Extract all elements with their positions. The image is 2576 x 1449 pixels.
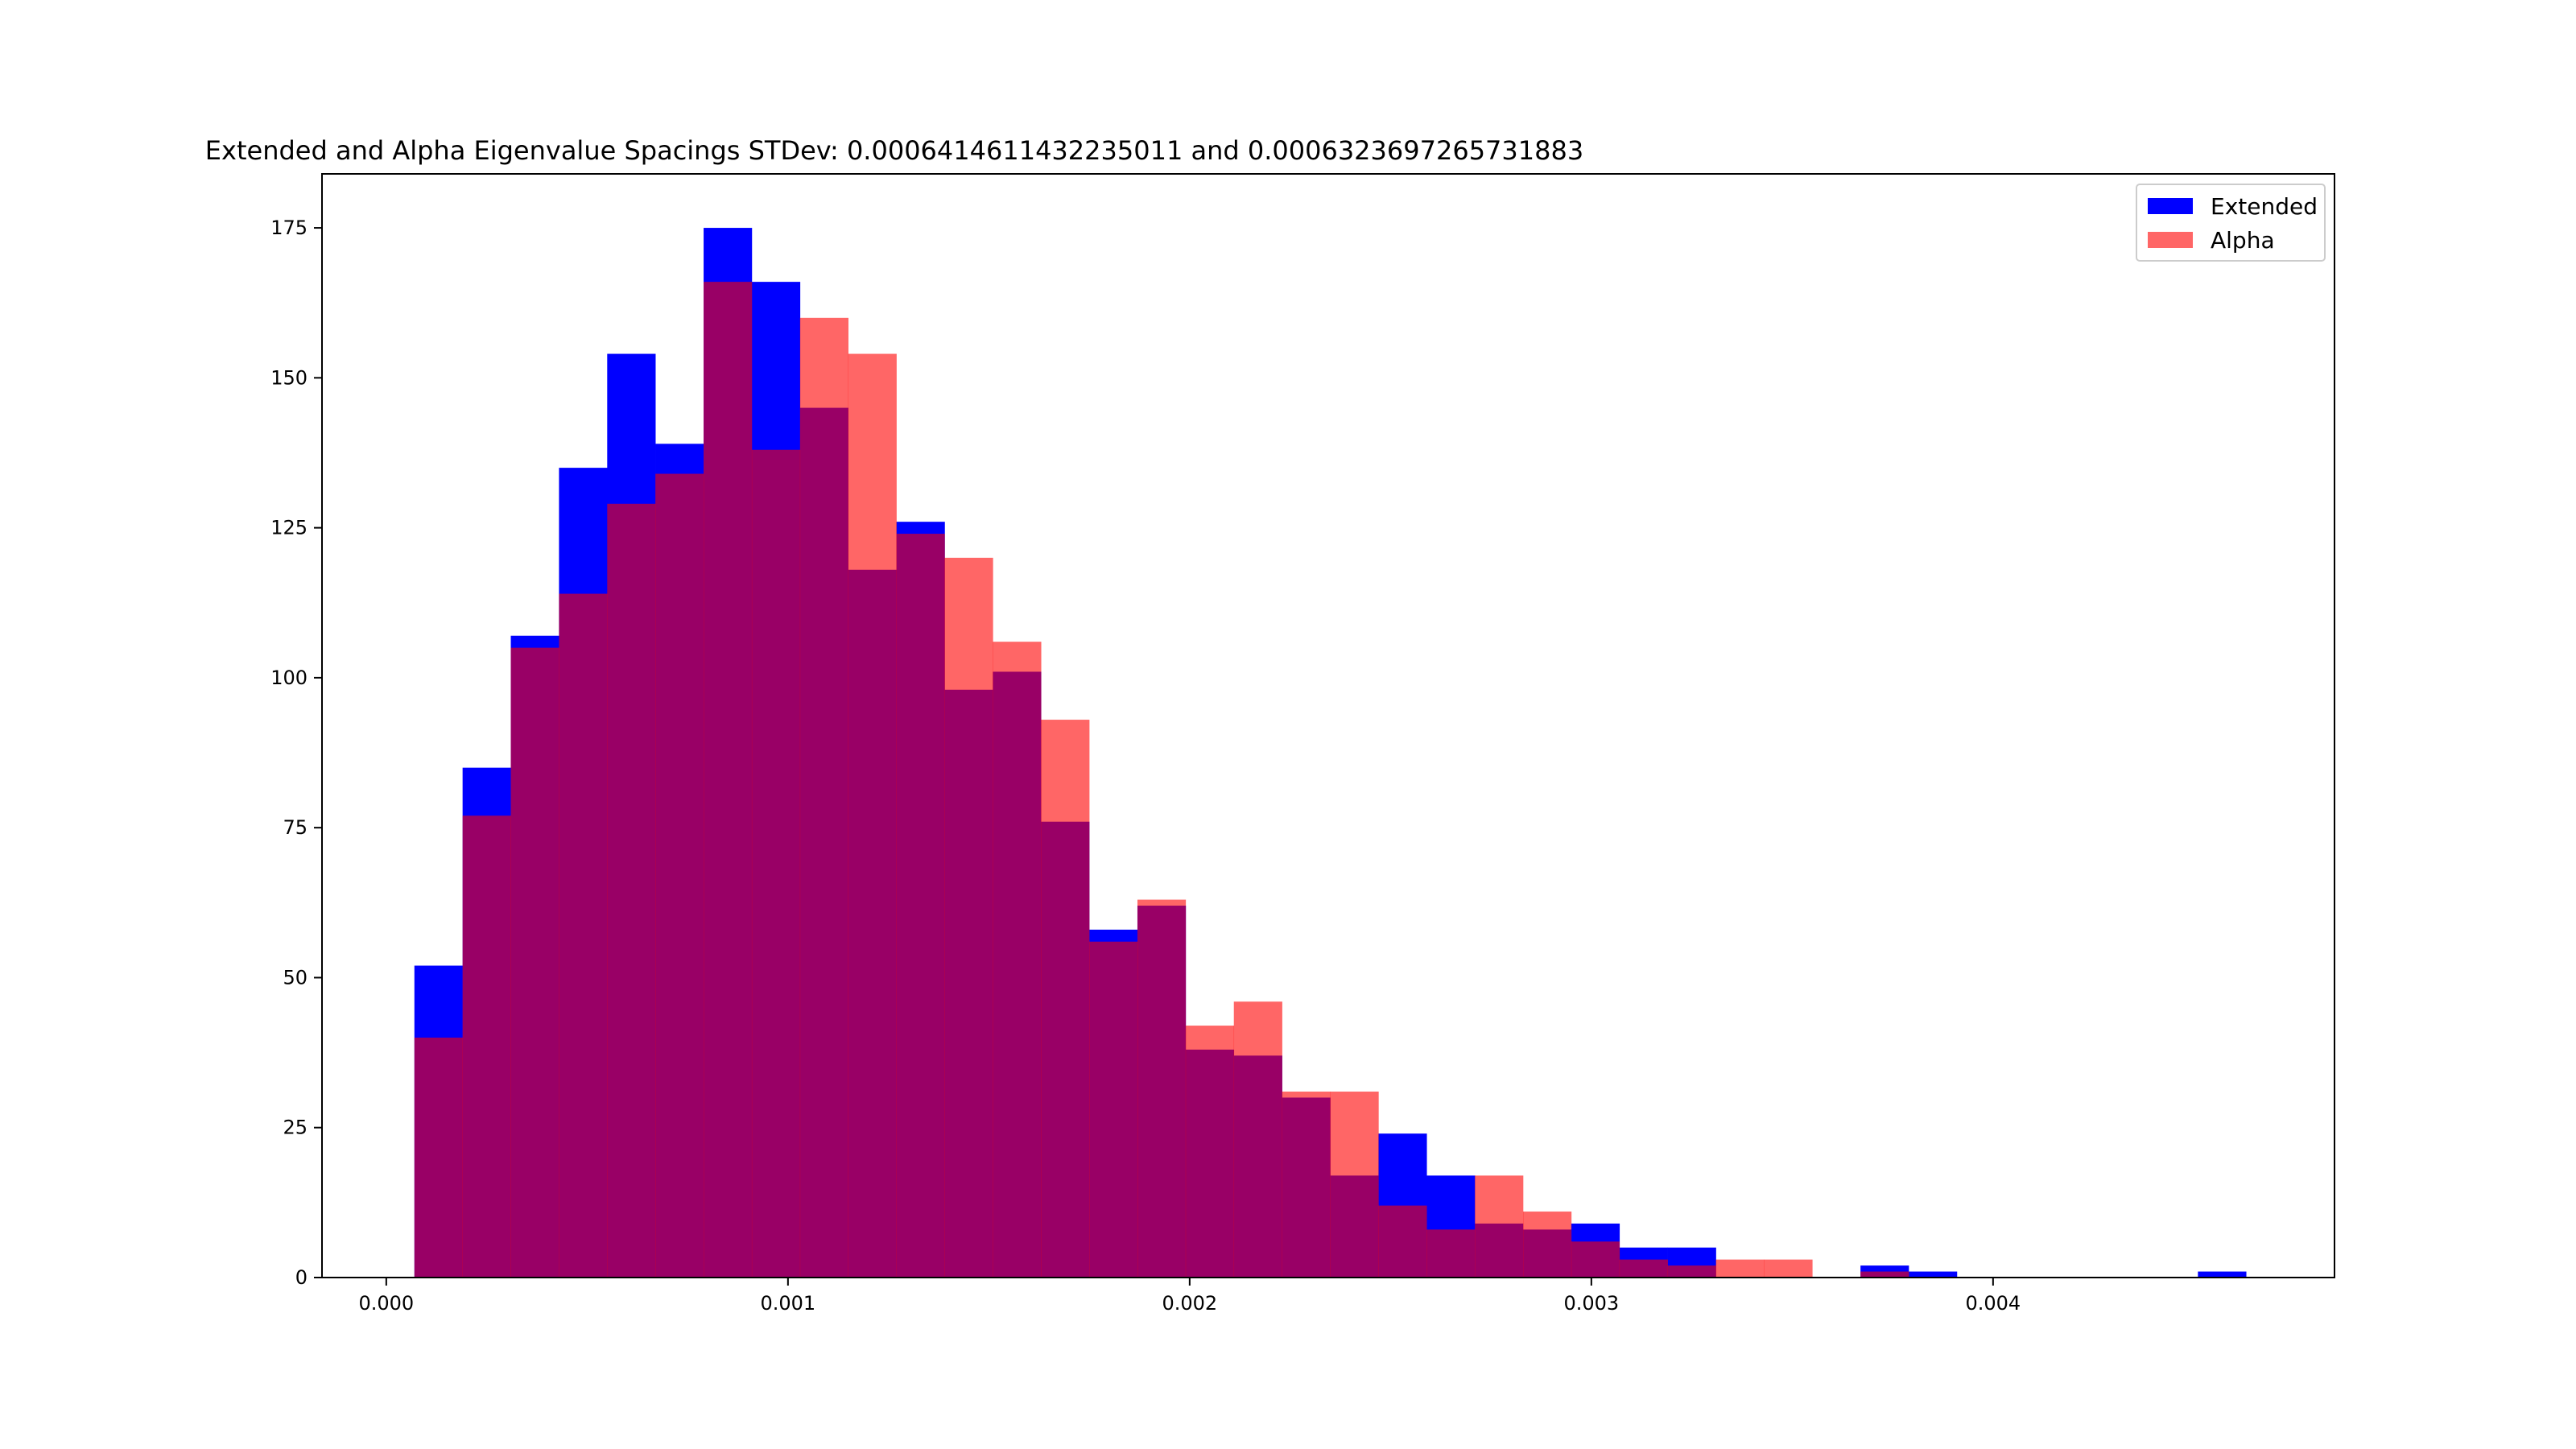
alpha-bar (1619, 1259, 1668, 1278)
alpha-bar (1764, 1259, 1813, 1278)
legend-label-extended: Extended (2211, 193, 2318, 220)
alpha-bar (1715, 1259, 1765, 1278)
alpha-bar (607, 503, 656, 1278)
alpha-bar (1185, 1026, 1235, 1278)
legend: Extended Alpha (2136, 184, 2326, 262)
alpha-bar (1667, 1265, 1716, 1278)
chart-title: Extended and Alpha Eigenvalue Spacings S… (205, 135, 1583, 166)
alpha-bar (1475, 1175, 1524, 1278)
x-tick-label: 0.003 (1563, 1292, 1619, 1315)
alpha-bar (944, 557, 993, 1278)
alpha-bar (848, 353, 897, 1278)
y-tick-label: 50 (283, 966, 308, 989)
y-axis: 0 25 50 75 100 125 150 175 (270, 217, 322, 1289)
alpha-bar (1282, 1092, 1331, 1278)
y-tick-label: 175 (270, 217, 308, 239)
alpha-bar (993, 642, 1042, 1278)
alpha-bar (1523, 1212, 1572, 1278)
legend-swatch-extended (2148, 198, 2193, 214)
alpha-bar (1860, 1271, 1909, 1278)
alpha-bar (462, 815, 511, 1278)
x-axis: 0.000 0.001 0.002 0.003 0.004 (358, 1278, 2021, 1315)
y-tick-label: 125 (270, 517, 308, 539)
alpha-bar (799, 317, 848, 1278)
alpha-bar (510, 647, 559, 1278)
legend-swatch-alpha (2148, 232, 2193, 248)
y-tick-label: 150 (270, 366, 308, 389)
alpha-bar (1089, 941, 1138, 1278)
alpha-bar (896, 534, 945, 1278)
alpha-bar (751, 449, 801, 1278)
alpha-bar (414, 1037, 463, 1278)
alpha-bar (559, 593, 608, 1278)
y-tick-label: 75 (283, 816, 308, 839)
extended-bar (1909, 1271, 1958, 1278)
alpha-bar (1330, 1092, 1379, 1278)
alpha-bar (1137, 899, 1187, 1278)
y-tick-label: 100 (270, 667, 308, 689)
x-tick-label: 0.001 (760, 1292, 815, 1315)
x-tick-label: 0.002 (1162, 1292, 1217, 1315)
y-tick-label: 0 (295, 1266, 308, 1289)
extended-bar (2198, 1271, 2247, 1278)
alpha-bar (1426, 1229, 1476, 1278)
alpha-bar (704, 282, 753, 1278)
alpha-bar (1378, 1205, 1427, 1278)
axes-frame (321, 173, 2335, 1278)
alpha-bar (1233, 1001, 1282, 1278)
y-tick-label: 25 (283, 1117, 308, 1139)
alpha-bar (1041, 720, 1090, 1278)
x-tick-label: 0.004 (1965, 1292, 2021, 1315)
alpha-series (414, 282, 1909, 1278)
alpha-bar (1571, 1241, 1620, 1278)
x-tick-label: 0.000 (358, 1292, 414, 1315)
alpha-bar (655, 473, 704, 1278)
legend-label-alpha: Alpha (2211, 227, 2275, 254)
